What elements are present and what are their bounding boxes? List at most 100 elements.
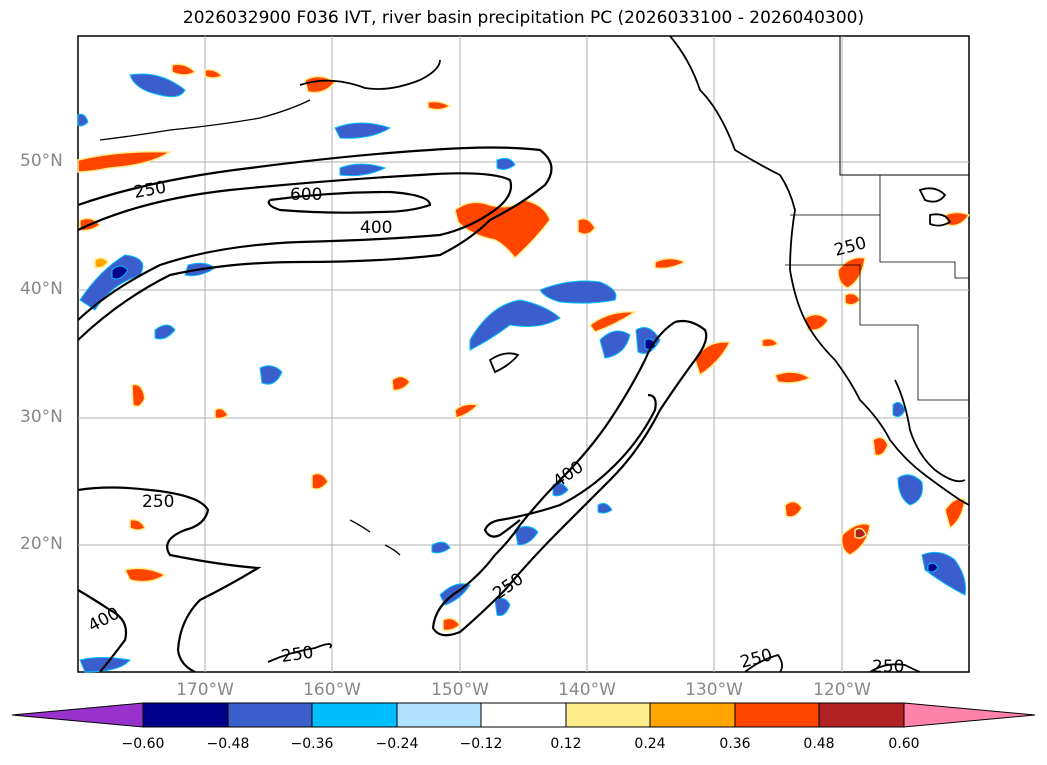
precip-blob	[597, 502, 613, 514]
precip-blob	[654, 257, 687, 270]
ivt-contour-250	[77, 486, 262, 673]
precip-blob	[123, 567, 167, 583]
precip-blob	[644, 338, 657, 351]
ivt-contour-250	[431, 319, 708, 637]
lon-label: 170°W	[176, 680, 234, 700]
precip-blob	[334, 122, 392, 139]
colorbar-segment	[311, 702, 398, 728]
lat-label: 50°N	[20, 151, 63, 171]
ivt-contour-250	[869, 663, 921, 673]
precip-blob	[131, 383, 146, 408]
colorbar-segment	[565, 702, 651, 728]
lon-label: 160°W	[303, 680, 361, 700]
colorbar-extend-min	[11, 702, 144, 728]
colorbar-segment	[480, 702, 567, 728]
colorbar-tick-label: −0.60	[121, 736, 165, 752]
state-borders	[790, 214, 969, 279]
precip-blob	[854, 527, 867, 539]
contour-label: 250	[872, 657, 904, 677]
colorbar-segment	[396, 702, 482, 728]
contour-label: 400	[360, 218, 392, 238]
state-borders	[917, 325, 969, 401]
colorbar-tick-label: 0.60	[888, 736, 920, 752]
precip-blob	[77, 113, 89, 127]
precip-blob	[469, 299, 561, 351]
precip-blob	[761, 337, 780, 348]
precip-blob	[339, 163, 387, 177]
ivt-contour-400	[77, 589, 128, 673]
precip-blob	[442, 617, 462, 632]
precip-blob	[129, 518, 146, 531]
map-title: 2026032900 F036 IVT, river basin precipi…	[182, 8, 865, 28]
colorbar	[11, 702, 1036, 728]
precip-blob	[431, 541, 451, 554]
precip-blob	[599, 330, 631, 359]
aleutian-islands	[99, 99, 311, 141]
colorbar-segment	[649, 702, 736, 728]
precip-blob	[514, 526, 539, 546]
colorbar-tick-label: 0.48	[803, 736, 835, 752]
precip-blob	[496, 157, 516, 170]
colorbar-tick-label: −0.24	[375, 736, 419, 752]
ivt-contour-400	[483, 393, 657, 538]
hawaiian-islands	[349, 519, 401, 556]
precip-blob	[77, 150, 173, 173]
precip-blob	[552, 482, 569, 497]
precip-blob	[897, 474, 923, 506]
precip-blob	[494, 597, 511, 616]
colorbar-tick-label: 0.24	[634, 736, 666, 752]
precip-blob	[927, 562, 939, 573]
lon-label: 150°W	[431, 680, 489, 700]
colorbar-extend-max	[903, 702, 1036, 728]
precip-blob	[454, 199, 551, 260]
precip-blob	[454, 403, 480, 419]
ivt-contour-250	[488, 352, 520, 374]
precip-negative-areas	[77, 73, 966, 673]
state-borders	[785, 264, 918, 326]
colorbar-tick-label: −0.36	[290, 736, 334, 752]
colorbar-tick-label: 0.12	[550, 736, 582, 752]
precip-blob	[204, 68, 224, 79]
lat-label: 40°N	[20, 279, 63, 299]
canada-border	[839, 36, 969, 176]
contour-label: 250	[142, 492, 174, 512]
aleutian-islands	[299, 59, 441, 90]
contour-label: 600	[290, 185, 322, 205]
precip-blob	[259, 365, 283, 385]
precip-blob	[588, 311, 638, 333]
precip-blob	[391, 375, 411, 392]
colorbar-tick-label: −0.48	[206, 736, 250, 752]
ivt-contour-250	[77, 146, 553, 341]
precip-blob	[773, 371, 812, 384]
colorbar-segment	[227, 702, 313, 728]
colorbar-segment	[734, 702, 820, 728]
ivt-contour-250	[267, 643, 332, 663]
precip-blob	[94, 257, 109, 269]
precip-blob	[577, 217, 596, 235]
lat-label: 20°N	[20, 534, 63, 554]
lake-outline	[918, 187, 947, 203]
map-frame	[77, 35, 970, 673]
colorbar-segment	[818, 702, 905, 728]
precip-blob	[944, 498, 966, 530]
precip-blob	[154, 324, 176, 340]
colorbar-tick-label: −0.12	[459, 736, 503, 752]
colorbar-segment	[142, 702, 229, 728]
precip-blob	[171, 63, 197, 76]
precip-blob	[539, 280, 617, 304]
colorbar-tick-label: 0.36	[719, 736, 751, 752]
precip-blob	[427, 100, 452, 111]
precip-blob	[872, 436, 889, 457]
ivt-contours	[77, 146, 921, 673]
lat-label: 30°N	[20, 407, 63, 427]
lon-label: 140°W	[558, 680, 616, 700]
contour-label: 250	[280, 643, 315, 667]
ivt-contour-400	[77, 172, 513, 321]
precip-blob	[784, 500, 803, 518]
coastlines	[99, 35, 970, 556]
lon-label: 130°W	[685, 680, 743, 700]
precip-blob	[804, 313, 829, 332]
ivt-contour-250	[744, 653, 783, 673]
precip-blob	[214, 407, 229, 420]
